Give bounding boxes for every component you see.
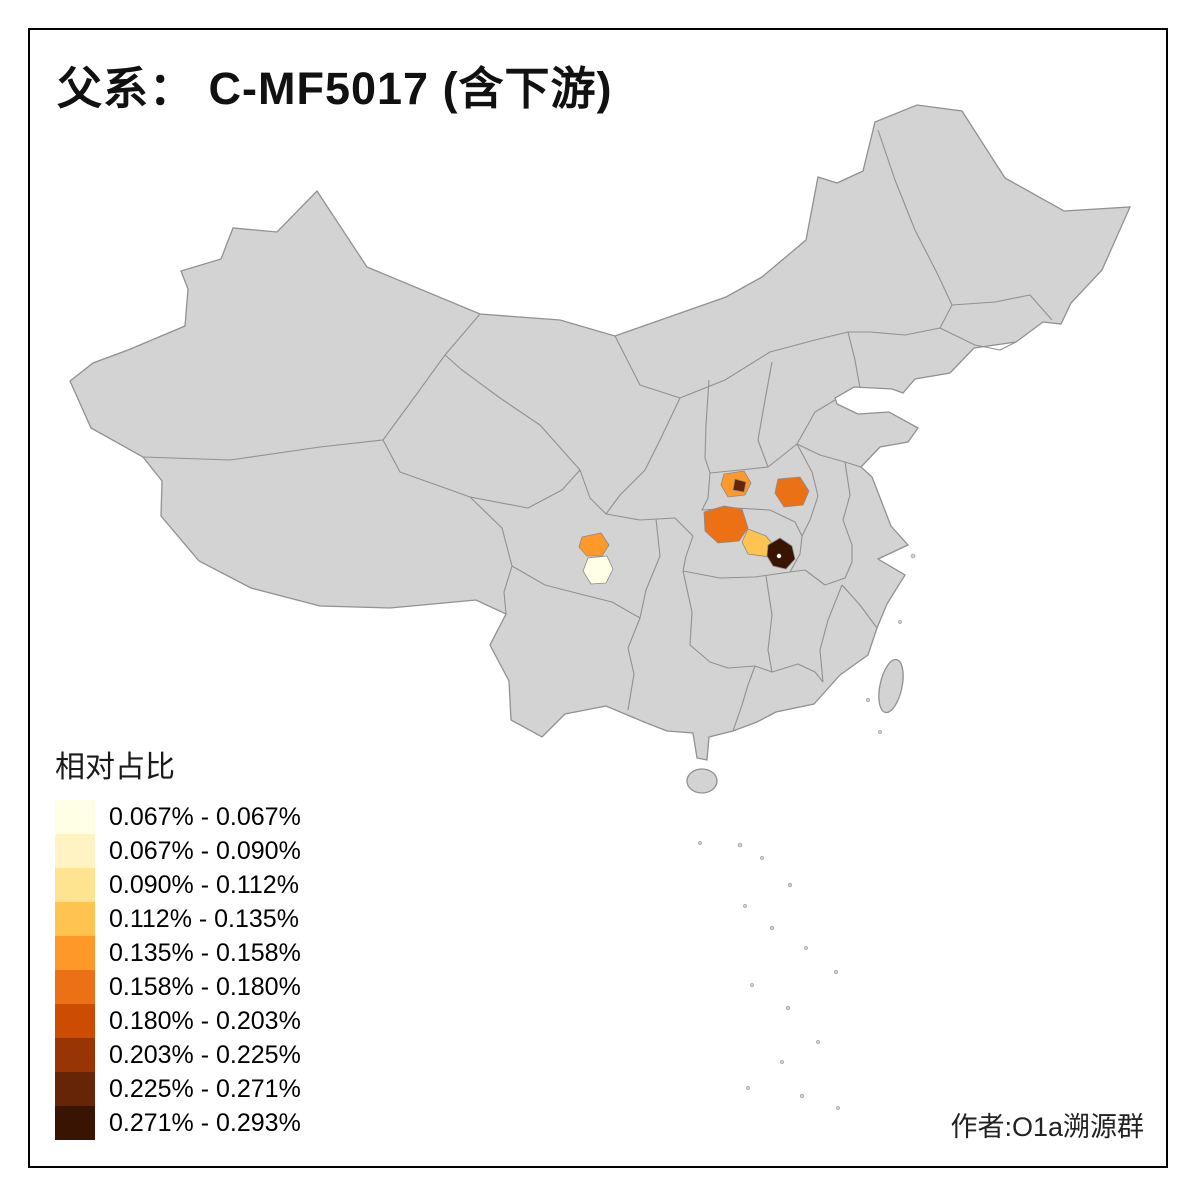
legend-item-label: 0.271% - 0.293% <box>109 1108 301 1137</box>
legend-swatch <box>55 936 95 970</box>
region-hubei-east-wuhan <box>766 537 796 570</box>
author-credit: 作者:O1a溯源群 <box>950 1112 1144 1142</box>
region-henan-east <box>774 476 810 508</box>
hubei-east-inner-gap <box>776 553 782 559</box>
legend-swatch <box>55 868 95 902</box>
legend-swatch <box>55 1004 95 1038</box>
region-sichuan-chengdu <box>578 532 610 557</box>
region-hubei-northwest <box>703 505 749 544</box>
legend-item: 0.067% - 0.090% <box>55 834 301 868</box>
legend-item: 0.158% - 0.180% <box>55 970 301 1004</box>
legend-item: 0.225% - 0.271% <box>55 1072 301 1106</box>
legend-swatch <box>55 834 95 868</box>
legend-swatch <box>55 1072 95 1106</box>
legend-title: 相对占比 <box>55 751 175 784</box>
legend-item-label: 0.067% - 0.090% <box>109 836 301 865</box>
offshore-islets <box>698 553 916 1110</box>
legend-item: 0.180% - 0.203% <box>55 1004 301 1038</box>
legend-item-label: 0.158% - 0.180% <box>109 972 301 1001</box>
legend-item-label: 0.203% - 0.225% <box>109 1040 301 1069</box>
legend-swatch <box>55 800 95 834</box>
legend-swatch <box>55 902 95 936</box>
hainan-island <box>686 768 718 794</box>
legend-swatch <box>55 1038 95 1072</box>
legend-item-label: 0.180% - 0.203% <box>109 1006 301 1035</box>
highlight-regions <box>578 470 810 585</box>
page-title: 父系： C-MF5017 (含下游) <box>57 63 613 114</box>
legend-item-label: 0.225% - 0.271% <box>109 1074 301 1103</box>
legend-item-label: 0.135% - 0.158% <box>109 938 301 967</box>
china-landmass <box>69 104 1132 761</box>
legend-item-label: 0.112% - 0.135% <box>109 904 299 933</box>
legend-item: 0.067% - 0.067% <box>55 800 301 834</box>
legend-item-label: 0.067% - 0.067% <box>109 802 301 831</box>
legend-item: 0.090% - 0.112% <box>55 868 301 902</box>
legend-swatch <box>55 1106 95 1140</box>
legend-item: 0.135% - 0.158% <box>55 936 301 970</box>
legend-item: 0.271% - 0.293% <box>55 1106 301 1140</box>
legend-item: 0.203% - 0.225% <box>55 1038 301 1072</box>
legend-item: 0.112% - 0.135% <box>55 902 301 936</box>
taiwan-island <box>878 658 904 714</box>
region-sichuan-south-pale <box>582 555 614 585</box>
legend: 相对占比 0.067% - 0.067% 0.067% - 0.090% 0.0… <box>55 742 301 1140</box>
region-henan-west-core <box>732 478 747 493</box>
legend-swatch <box>55 970 95 1004</box>
legend-item-label: 0.090% - 0.112% <box>109 870 299 899</box>
